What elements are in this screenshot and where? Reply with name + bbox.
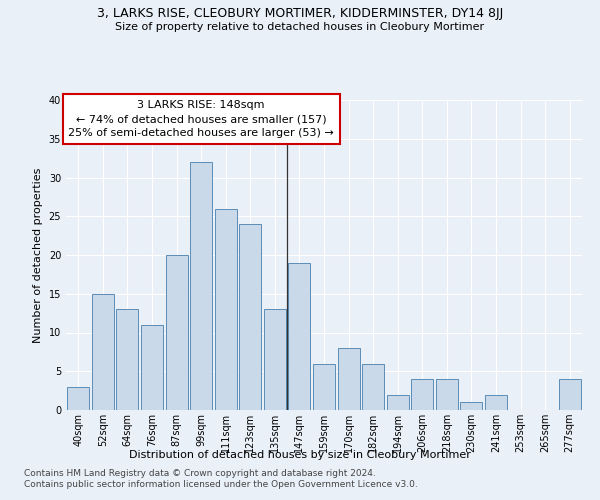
Bar [362,364,384,410]
Bar [289,263,310,410]
Bar [411,379,433,410]
Bar [559,379,581,410]
Y-axis label: Number of detached properties: Number of detached properties [33,168,43,342]
Text: Distribution of detached houses by size in Cleobury Mortimer: Distribution of detached houses by size … [129,450,471,460]
Bar [141,325,163,410]
Text: 3 LARKS RISE: 148sqm
← 74% of detached houses are smaller (157)
25% of semi-deta: 3 LARKS RISE: 148sqm ← 74% of detached h… [68,100,334,138]
Bar [386,394,409,410]
Bar [313,364,335,410]
Text: 3, LARKS RISE, CLEOBURY MORTIMER, KIDDERMINSTER, DY14 8JJ: 3, LARKS RISE, CLEOBURY MORTIMER, KIDDER… [97,8,503,20]
Bar [166,255,188,410]
Text: Size of property relative to detached houses in Cleobury Mortimer: Size of property relative to detached ho… [115,22,485,32]
Bar [215,208,237,410]
Bar [116,309,139,410]
Bar [190,162,212,410]
Text: Contains public sector information licensed under the Open Government Licence v3: Contains public sector information licen… [24,480,418,489]
Bar [239,224,262,410]
Bar [460,402,482,410]
Bar [436,379,458,410]
Text: Contains HM Land Registry data © Crown copyright and database right 2024.: Contains HM Land Registry data © Crown c… [24,468,376,477]
Bar [485,394,507,410]
Bar [264,309,286,410]
Bar [92,294,114,410]
Bar [338,348,359,410]
Bar [67,387,89,410]
